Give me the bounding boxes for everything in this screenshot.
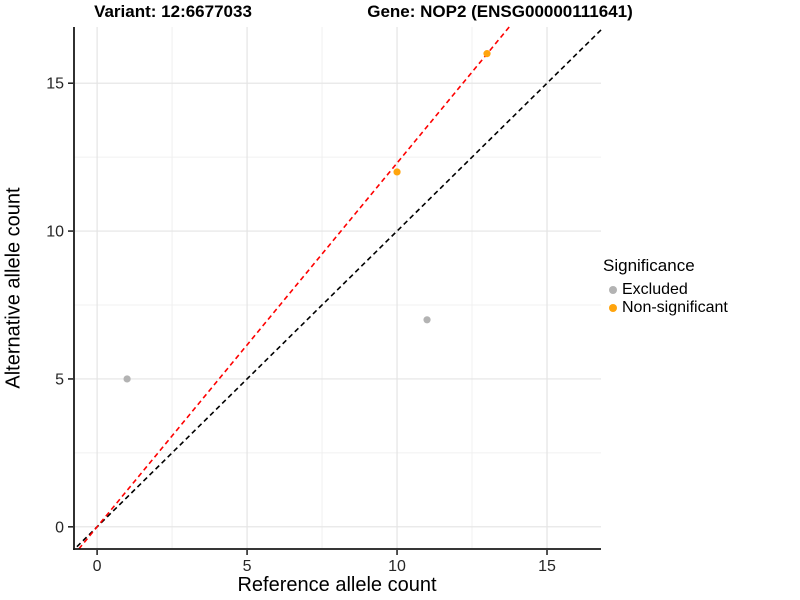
variant-title: Variant: 12:6677033 [94, 2, 252, 21]
data-point-excluded [423, 316, 431, 324]
y-tick-label: 15 [46, 76, 64, 93]
data-point-excluded [123, 375, 131, 383]
x-tick-label: 10 [388, 558, 406, 575]
excluded-dot-icon [609, 286, 617, 294]
legend-item-excluded: Excluded [603, 281, 728, 299]
y-axis-label: Alternative allele count [2, 187, 25, 389]
x-axis-label: Reference allele count [237, 574, 437, 596]
data-point-non-significant [483, 50, 491, 58]
identity-line [74, 29, 602, 550]
legend-item-non-significant: Non-significant [603, 299, 728, 317]
x-tick-label: 15 [538, 558, 556, 575]
legend-item-label: Non-significant [622, 299, 728, 316]
y-tick-label: 5 [55, 371, 64, 388]
gene-title: Gene: NOP2 (ENSG00000111641) [367, 2, 633, 21]
non-significant-dot-icon [609, 304, 617, 312]
x-tick-label: 5 [243, 558, 252, 575]
x-tick-label: 0 [93, 558, 102, 575]
fitted-ratio-line [78, 26, 510, 550]
legend-item-label: Excluded [622, 281, 688, 298]
y-tick-label: 10 [46, 224, 64, 241]
legend-title: Significance [603, 256, 695, 275]
legend: Significance Excluded Non-significant [603, 256, 728, 317]
data-point-non-significant [393, 168, 401, 176]
y-tick-label: 0 [55, 519, 64, 536]
